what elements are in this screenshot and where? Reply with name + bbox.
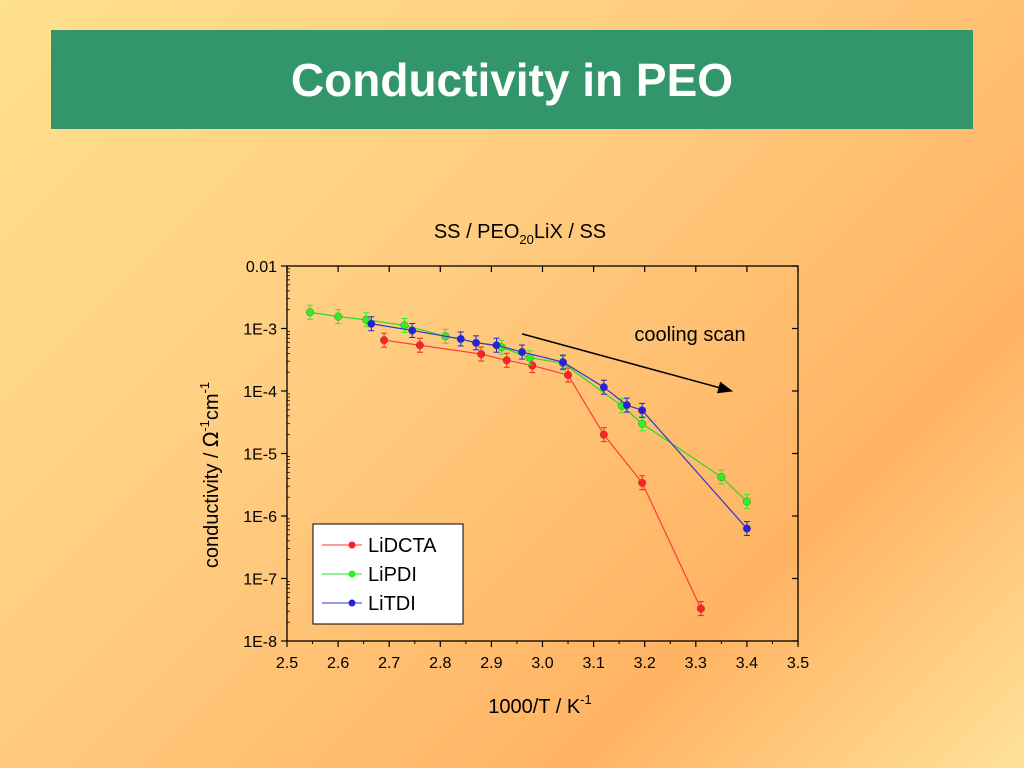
data-point [472,338,481,347]
data-point [638,419,647,428]
series-litdi [367,316,751,537]
x-tick-label: 2.5 [276,655,298,672]
x-tick-label: 2.9 [480,655,502,672]
x-tick-label: 2.7 [378,655,400,672]
data-point [599,430,608,439]
cooling-arrow [521,333,734,394]
data-point [305,308,314,317]
y-tick-label: 1E-6 [243,509,277,526]
y-tick-label: 1E-3 [243,322,277,339]
data-point [638,478,647,487]
legend-item: LiPDI [322,564,417,586]
y-axis: 0.01 1E-3 1E-4 1E-5 1E-6 1E-7 1E-8 [243,259,798,651]
chart-title: SS / PEO20LiX / SS [434,221,606,247]
y-tick-label: 1E-4 [243,384,277,401]
data-point [742,524,751,533]
data-point [622,401,631,410]
y-tick-label: 1E-7 [243,572,277,589]
series-lipdi [305,304,751,510]
data-point [477,350,486,359]
series-line [371,323,748,529]
y-tick-label: 1E-5 [243,447,277,464]
x-tick-label: 3.5 [787,655,809,672]
y-axis-label: conductivity / Ω-1cm-1 [197,382,223,568]
data-point [415,341,424,350]
annotation-text: cooling scan [634,324,745,346]
y-tick-label: 1E-8 [243,634,277,651]
data-point [558,358,567,367]
x-tick-label: 3.1 [582,655,604,672]
data-point [367,319,376,328]
data-point [696,604,705,613]
series-line [309,311,748,503]
data-point [492,341,501,350]
x-tick-label: 3.0 [531,655,553,672]
x-tick-label: 3.3 [685,655,707,672]
x-tick-label: 2.8 [429,655,451,672]
data-point [334,312,343,321]
data-point [717,473,726,482]
legend-label: LiPDI [368,564,417,586]
data-point [408,326,417,335]
slide-title: Conductivity in PEO [290,53,734,106]
x-tick-label: 3.2 [634,655,656,672]
x-axis: 2.5 2.6 2.7 2.8 2.9 3.0 3.1 3.2 3.3 3.4 3.5 [276,266,809,672]
legend-item: LiDCTA [322,535,437,557]
data-point [599,383,608,392]
data-point [456,334,465,343]
y-tick-label: 0.01 [246,259,277,276]
annotation: cooling scan [521,324,746,394]
legend-swatch-marker [348,570,356,578]
data-point [518,348,527,357]
legend-label: LiDCTA [368,535,437,557]
data-point [638,406,647,415]
x-axis-label: 1000/T / K-1 [488,692,591,718]
data-point [528,361,537,370]
series-layer [305,304,751,617]
data-point [380,336,389,345]
x-tick-label: 2.6 [327,655,349,672]
legend-swatch-marker [348,541,356,549]
data-point [502,356,511,365]
data-point [742,497,751,506]
legend-swatch-marker [348,599,356,607]
legend: LiDCTA LiPDI LiTDI [312,523,464,625]
legend-item: LiTDI [322,593,416,615]
data-point [564,371,573,380]
legend-label: LiTDI [368,593,416,615]
series-lidcta [380,332,705,617]
title-bar: Conductivity in PEO [51,30,973,129]
x-tick-label: 3.4 [736,655,758,672]
data-point [400,321,409,330]
